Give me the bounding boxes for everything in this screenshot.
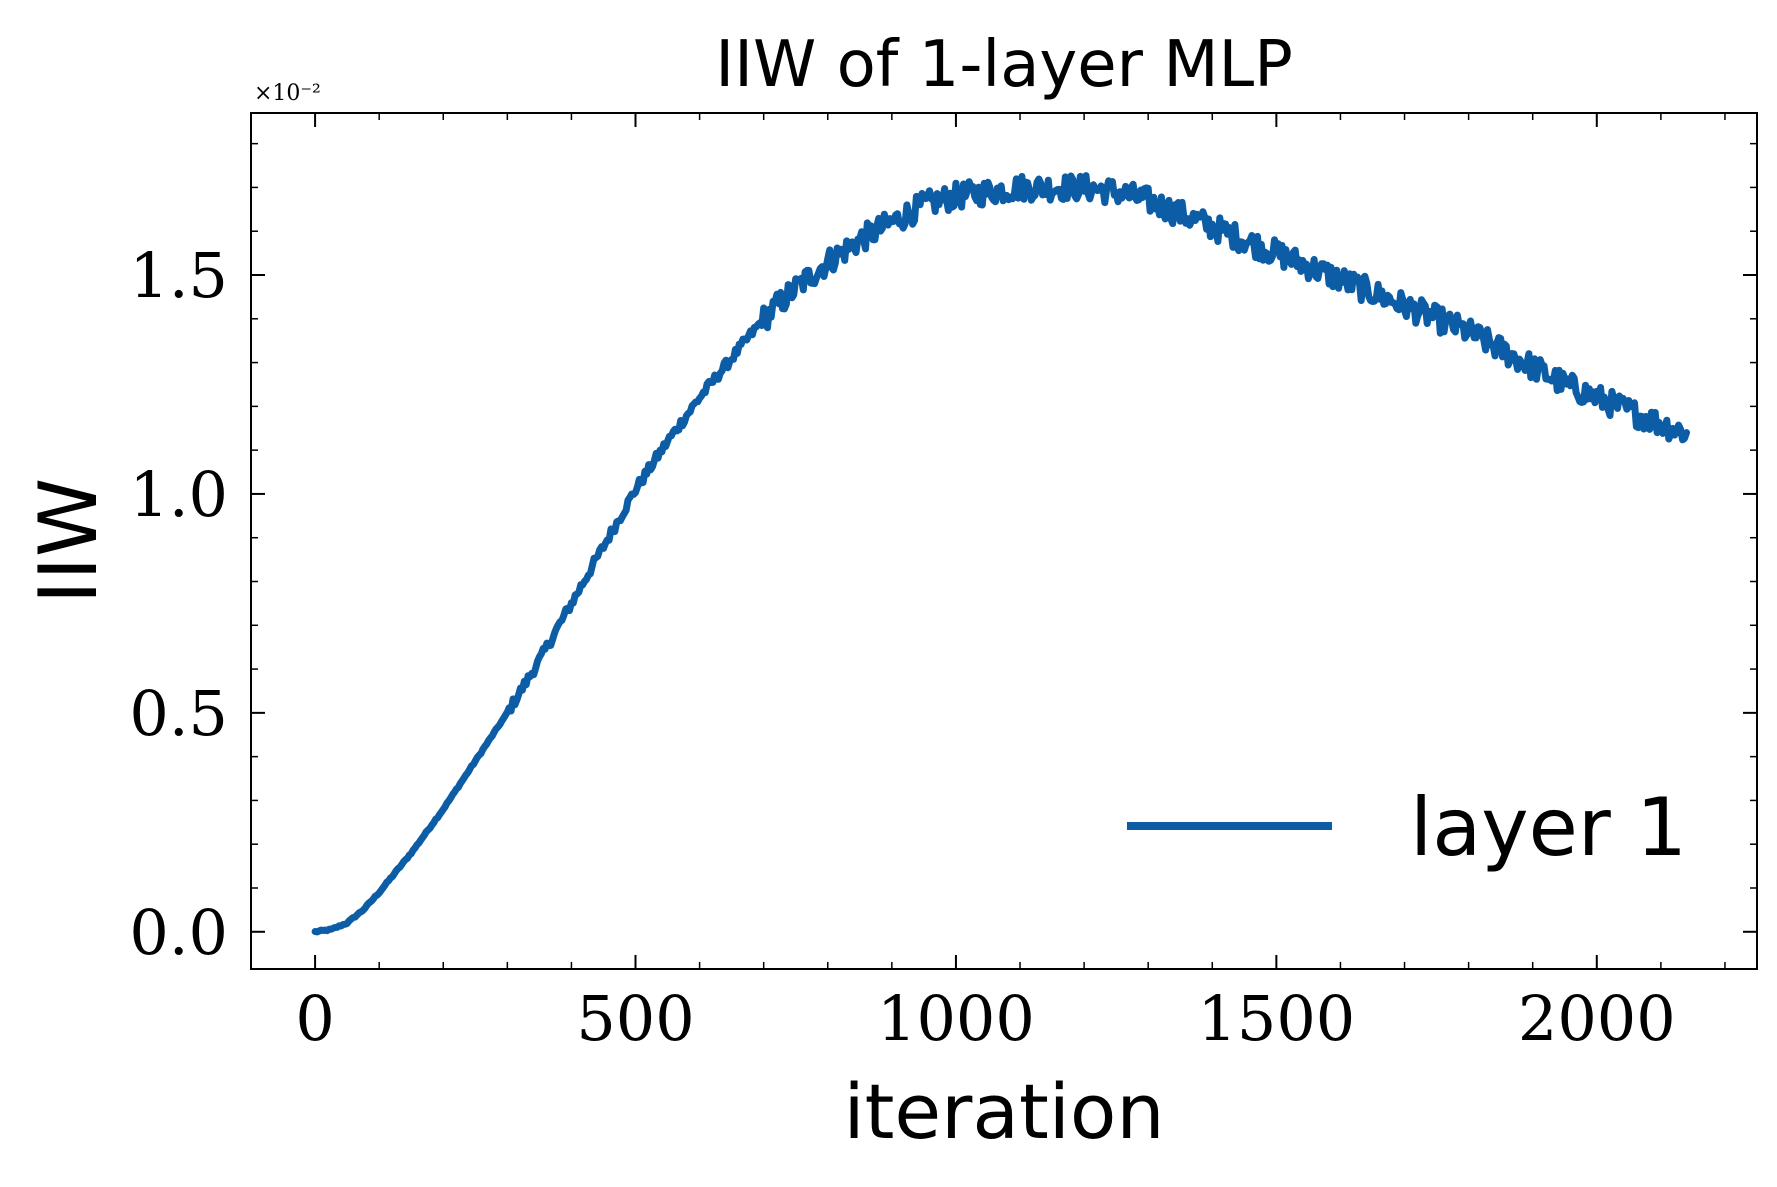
x-tick-label: 500 bbox=[576, 982, 694, 1055]
x-axis-label: iteration bbox=[843, 1067, 1164, 1156]
y-tick-label: 1.5 bbox=[129, 239, 228, 312]
axis-tick-labels: 0 500 1000 1500 2000 0.0 0.5 1.0 1.5 bbox=[129, 239, 1675, 1055]
legend: layer 1 bbox=[1127, 781, 1687, 874]
series-layer bbox=[311, 172, 1690, 936]
x-tick-label: 1000 bbox=[877, 982, 1035, 1055]
y-tick-label: 0.5 bbox=[129, 677, 228, 750]
x-tick-label: 2000 bbox=[1518, 982, 1676, 1055]
series-line-layer-1 bbox=[311, 172, 1690, 936]
x-tick-label: 1500 bbox=[1197, 982, 1355, 1055]
y-multiplier-label: ×10⁻² bbox=[254, 81, 321, 106]
y-axis-label: IIW bbox=[22, 478, 115, 604]
chart-title: IIW of 1-layer MLP bbox=[715, 28, 1293, 102]
legend-label-layer-1: layer 1 bbox=[1410, 781, 1687, 874]
y-tick-label: 0.0 bbox=[129, 896, 228, 969]
x-tick-label: 0 bbox=[295, 982, 334, 1055]
y-tick-label: 1.0 bbox=[129, 458, 228, 531]
plot-frame bbox=[250, 112, 1758, 970]
